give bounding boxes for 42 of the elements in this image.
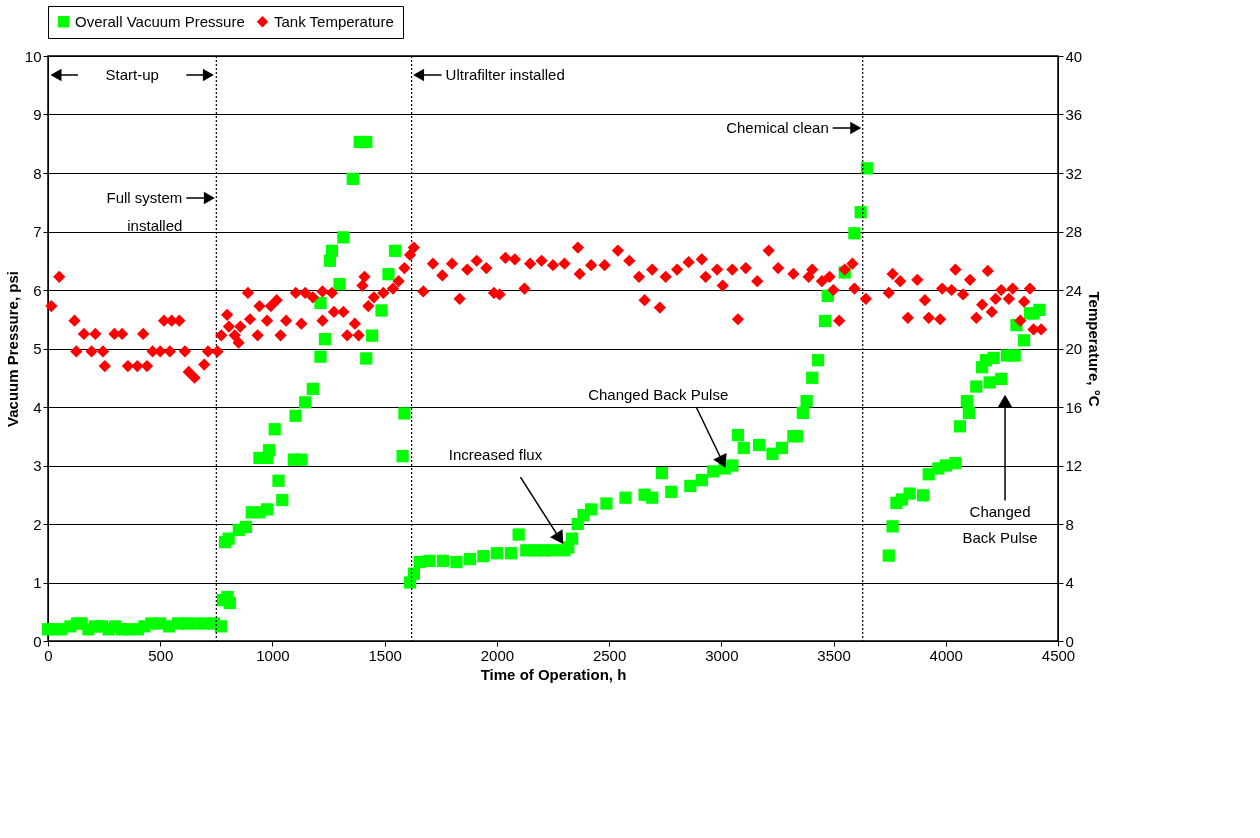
x-tick-label: 3500: [817, 646, 851, 664]
y2-tick-label: 40: [1065, 47, 1083, 65]
x-tick-label: 4000: [929, 646, 963, 664]
x-tick-label: 1000: [256, 646, 290, 664]
x-tick-label: 3000: [705, 646, 739, 664]
annotation: Changed Back Pulse: [588, 386, 729, 403]
x-tick-label: 0: [44, 646, 53, 664]
y-tick-label: 8: [33, 164, 42, 182]
x-tick-label: 2000: [480, 646, 515, 664]
y-tick-label: 6: [33, 281, 42, 299]
y2-tick-label: 20: [1065, 340, 1083, 357]
y2-tick-label: 36: [1065, 106, 1083, 123]
annotation: Start-up: [105, 66, 159, 83]
x-tick-label: 500: [148, 646, 174, 664]
ref-line-label: Chemical clean: [726, 119, 829, 136]
y-axis-title: Vacuum Pressure, psi: [3, 271, 21, 427]
legend-label: Overall Vacuum Pressure: [75, 12, 245, 30]
y-tick-label: 2: [33, 515, 42, 533]
y-tick-label: 10: [24, 47, 42, 65]
y-tick-label: 3: [33, 457, 42, 474]
ref-line-label: Full system installed: [106, 189, 183, 234]
y2-tick-label: 32: [1065, 164, 1083, 182]
y-tick-label: 5: [33, 340, 42, 357]
y2-tick-label: 16: [1065, 398, 1083, 416]
y2-tick-label: 8: [1065, 515, 1074, 533]
y-tick-label: 0: [33, 632, 42, 650]
x-tick-label: 1500: [368, 646, 402, 664]
annotation: Increased flux: [448, 446, 543, 464]
x-axis-title: Time of Operation, h: [480, 665, 627, 683]
y2-tick-label: 28: [1065, 223, 1083, 240]
y-tick-label: 9: [33, 106, 42, 123]
annotation: Changed Back Pulse: [962, 502, 1038, 546]
y2-axis-title: Temperature, °C: [1086, 291, 1104, 407]
y-tick-label: 4: [33, 398, 42, 416]
ref-line-label: Ultrafilter installed: [445, 66, 565, 83]
y2-tick-label: 12: [1065, 457, 1083, 474]
x-tick-label: 2500: [592, 646, 627, 664]
y2-tick-label: 24: [1065, 281, 1083, 299]
y-tick-label: 1: [33, 574, 42, 591]
y2-tick-label: 4: [1065, 574, 1074, 591]
y-tick-label: 7: [33, 223, 42, 240]
legend-label: Tank Temperature: [274, 12, 394, 30]
